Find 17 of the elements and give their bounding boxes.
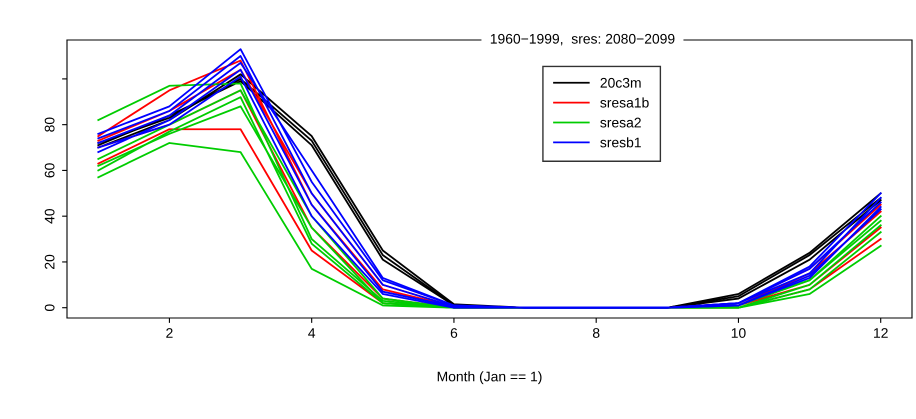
y-tick-label: 0 [44, 304, 55, 312]
chart-subtitle: 1960−1999, sres: 2080−2099 [490, 34, 674, 46]
y-tick-label: 40 [44, 209, 55, 224]
y-tick-label: 20 [44, 254, 55, 269]
y-tick-label: 60 [44, 163, 55, 178]
x-tick-label: 10 [732, 328, 746, 338]
x-axis-title: Month (Jan == 1) [438, 371, 542, 384]
legend-label: sresa1b [600, 97, 649, 108]
y-tick-label: 80 [44, 117, 55, 132]
x-tick-label: 4 [308, 328, 316, 338]
legend-label: sresa2 [600, 118, 641, 128]
x-tick-label: 2 [166, 328, 173, 338]
x-tick-label: 12 [874, 328, 888, 338]
legend-label: sresb1 [600, 137, 641, 148]
x-tick-label: 6 [450, 328, 458, 338]
legend-label: 20c3m [600, 78, 641, 88]
x-tick-label: 8 [592, 328, 600, 338]
